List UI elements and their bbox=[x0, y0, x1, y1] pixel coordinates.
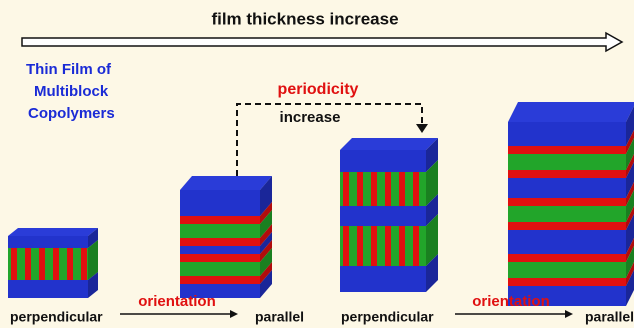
cube-layer bbox=[180, 238, 260, 246]
figure: film thickness increase Thin Film of Mul… bbox=[0, 0, 634, 328]
red-stripe bbox=[399, 172, 405, 206]
cube-layer bbox=[508, 122, 626, 146]
red-stripe bbox=[399, 226, 405, 266]
cube-layer bbox=[508, 170, 626, 178]
orientation-label: parallel bbox=[255, 309, 304, 325]
red-stripe bbox=[371, 172, 377, 206]
cube-layer bbox=[508, 198, 626, 206]
cube-layer bbox=[180, 254, 260, 262]
red-stripe bbox=[67, 248, 73, 280]
cube-layer bbox=[508, 230, 626, 254]
cube-layer bbox=[180, 262, 260, 276]
red-stripe bbox=[413, 226, 419, 266]
cube-layer bbox=[180, 190, 260, 216]
orientation-label: perpendicular bbox=[341, 309, 434, 325]
red-stripe bbox=[39, 248, 45, 280]
red-stripe bbox=[343, 226, 349, 266]
periodicity-label: periodicity bbox=[278, 81, 359, 98]
cube-layer bbox=[180, 216, 260, 224]
side-title-line: Multiblock bbox=[34, 83, 109, 100]
cube-layer bbox=[508, 278, 626, 286]
orientation-label: perpendicular bbox=[10, 309, 103, 325]
red-stripe bbox=[385, 172, 391, 206]
cube-top bbox=[8, 228, 98, 236]
cube-layer bbox=[508, 254, 626, 262]
cube-layer bbox=[180, 276, 260, 284]
periodicity-sub-label: increase bbox=[280, 109, 341, 126]
orientation-label: orientation bbox=[138, 293, 216, 310]
page: film thickness increase Thin Film of Mul… bbox=[0, 0, 634, 328]
side-title-line: Copolymers bbox=[28, 105, 115, 122]
red-stripe bbox=[81, 248, 87, 280]
cube-layer bbox=[8, 280, 88, 298]
cube-layer bbox=[508, 146, 626, 154]
cube-top bbox=[508, 102, 634, 122]
red-stripe bbox=[343, 172, 349, 206]
cube-layer bbox=[8, 236, 88, 248]
cube-top bbox=[340, 138, 438, 150]
header-title: film thickness increase bbox=[211, 9, 398, 28]
red-stripe bbox=[11, 248, 17, 280]
red-stripe bbox=[357, 226, 363, 266]
cube-layer bbox=[508, 154, 626, 170]
red-stripe bbox=[385, 226, 391, 266]
cube-layer bbox=[180, 246, 260, 254]
orientation-label: orientation bbox=[472, 293, 550, 310]
red-stripe bbox=[371, 226, 377, 266]
cube-layer bbox=[8, 248, 88, 280]
orientation-label: parallel bbox=[585, 309, 634, 325]
cube-layer bbox=[508, 262, 626, 278]
cube-layer bbox=[508, 222, 626, 230]
cube-layer bbox=[340, 206, 426, 226]
cube-layer bbox=[508, 206, 626, 222]
cube-top bbox=[180, 176, 272, 190]
side-title-line: Thin Film of bbox=[26, 61, 112, 78]
cube-layer bbox=[340, 150, 426, 172]
red-stripe bbox=[357, 172, 363, 206]
cube-layer bbox=[340, 266, 426, 292]
cube-layer bbox=[180, 224, 260, 238]
red-stripe bbox=[53, 248, 59, 280]
red-stripe bbox=[25, 248, 31, 280]
red-stripe bbox=[413, 172, 419, 206]
cube-layer bbox=[508, 178, 626, 198]
